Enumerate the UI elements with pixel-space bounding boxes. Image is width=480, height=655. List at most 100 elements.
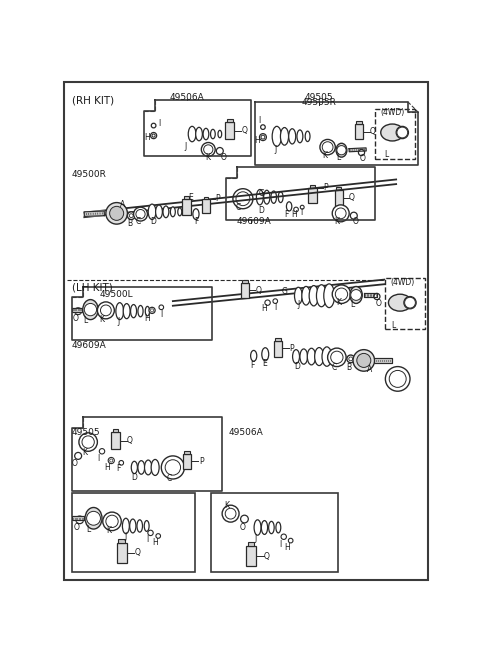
Text: I: I bbox=[146, 535, 149, 544]
Text: Q: Q bbox=[241, 126, 247, 136]
Ellipse shape bbox=[116, 303, 123, 320]
Ellipse shape bbox=[151, 132, 156, 139]
Circle shape bbox=[97, 302, 114, 319]
Bar bbox=[375, 109, 415, 159]
Text: (4WD): (4WD) bbox=[390, 278, 414, 287]
Ellipse shape bbox=[288, 129, 296, 144]
Text: E: E bbox=[188, 193, 193, 202]
Circle shape bbox=[397, 127, 408, 138]
Circle shape bbox=[359, 149, 365, 156]
Ellipse shape bbox=[265, 300, 270, 305]
Circle shape bbox=[351, 290, 361, 301]
Ellipse shape bbox=[203, 128, 209, 140]
Polygon shape bbox=[84, 211, 105, 216]
Text: I: I bbox=[158, 119, 161, 128]
Circle shape bbox=[320, 140, 336, 155]
Bar bbox=[182, 200, 191, 215]
Ellipse shape bbox=[131, 305, 137, 318]
Text: K: K bbox=[335, 217, 339, 227]
Text: D: D bbox=[258, 206, 264, 215]
Ellipse shape bbox=[85, 508, 102, 529]
Ellipse shape bbox=[322, 347, 332, 366]
Text: L: L bbox=[350, 300, 354, 309]
Ellipse shape bbox=[188, 126, 196, 141]
Text: D: D bbox=[132, 473, 137, 482]
Ellipse shape bbox=[148, 530, 153, 536]
Ellipse shape bbox=[151, 123, 156, 128]
Ellipse shape bbox=[261, 135, 265, 139]
Text: L: L bbox=[86, 525, 90, 534]
Circle shape bbox=[75, 453, 82, 459]
Text: J: J bbox=[185, 142, 187, 151]
Text: H: H bbox=[254, 136, 260, 145]
Text: P: P bbox=[323, 183, 328, 193]
Bar bbox=[183, 454, 192, 469]
Ellipse shape bbox=[148, 204, 156, 219]
Text: H: H bbox=[285, 543, 290, 552]
Text: O: O bbox=[72, 459, 78, 468]
Text: 49505R: 49505R bbox=[302, 98, 336, 107]
Ellipse shape bbox=[262, 521, 267, 534]
Circle shape bbox=[328, 348, 346, 367]
Text: J: J bbox=[255, 534, 257, 543]
Text: L: L bbox=[336, 153, 340, 162]
Text: F: F bbox=[194, 217, 198, 227]
Bar bbox=[336, 187, 341, 190]
Text: 49505: 49505 bbox=[305, 92, 334, 102]
Text: D: D bbox=[151, 217, 156, 225]
Circle shape bbox=[322, 141, 333, 153]
Bar bbox=[248, 542, 254, 546]
Ellipse shape bbox=[163, 206, 169, 217]
Text: O: O bbox=[352, 217, 358, 227]
Bar bbox=[113, 429, 118, 432]
Bar bbox=[310, 185, 315, 188]
Ellipse shape bbox=[130, 519, 136, 533]
Circle shape bbox=[127, 212, 135, 219]
Circle shape bbox=[75, 308, 82, 314]
Ellipse shape bbox=[294, 207, 299, 212]
Circle shape bbox=[133, 207, 147, 221]
Text: G: G bbox=[282, 288, 288, 297]
Text: P: P bbox=[215, 195, 220, 203]
Ellipse shape bbox=[131, 461, 137, 474]
Circle shape bbox=[233, 189, 253, 209]
Ellipse shape bbox=[159, 305, 164, 310]
Text: O: O bbox=[73, 314, 79, 324]
Circle shape bbox=[129, 214, 133, 217]
Ellipse shape bbox=[288, 538, 293, 543]
Text: K: K bbox=[107, 526, 111, 535]
Ellipse shape bbox=[156, 534, 160, 538]
Circle shape bbox=[82, 436, 94, 448]
Ellipse shape bbox=[262, 348, 269, 361]
Ellipse shape bbox=[278, 192, 283, 202]
Text: Q: Q bbox=[255, 286, 261, 295]
Text: K: K bbox=[322, 151, 327, 160]
Bar bbox=[240, 283, 249, 298]
Ellipse shape bbox=[396, 126, 408, 139]
Ellipse shape bbox=[123, 304, 130, 319]
Ellipse shape bbox=[315, 348, 324, 365]
Circle shape bbox=[357, 354, 371, 367]
Ellipse shape bbox=[170, 207, 175, 217]
Bar bbox=[355, 124, 363, 140]
Ellipse shape bbox=[307, 348, 316, 365]
Text: Q: Q bbox=[348, 193, 354, 202]
Text: H: H bbox=[292, 210, 298, 219]
Ellipse shape bbox=[316, 285, 326, 307]
Text: (LH KIT): (LH KIT) bbox=[72, 282, 113, 292]
Text: O: O bbox=[221, 153, 227, 162]
Text: C: C bbox=[236, 204, 241, 212]
Text: I: I bbox=[160, 310, 162, 320]
Circle shape bbox=[332, 285, 351, 303]
Text: L: L bbox=[84, 316, 88, 325]
Ellipse shape bbox=[211, 129, 215, 139]
Text: Q: Q bbox=[134, 548, 140, 557]
Text: K: K bbox=[205, 153, 210, 162]
Text: 49500R: 49500R bbox=[72, 170, 107, 179]
Ellipse shape bbox=[295, 288, 302, 304]
Ellipse shape bbox=[300, 205, 304, 209]
Text: L: L bbox=[384, 151, 388, 159]
Text: F: F bbox=[116, 464, 120, 474]
Text: 49609A: 49609A bbox=[72, 341, 107, 350]
Bar bbox=[118, 539, 125, 543]
